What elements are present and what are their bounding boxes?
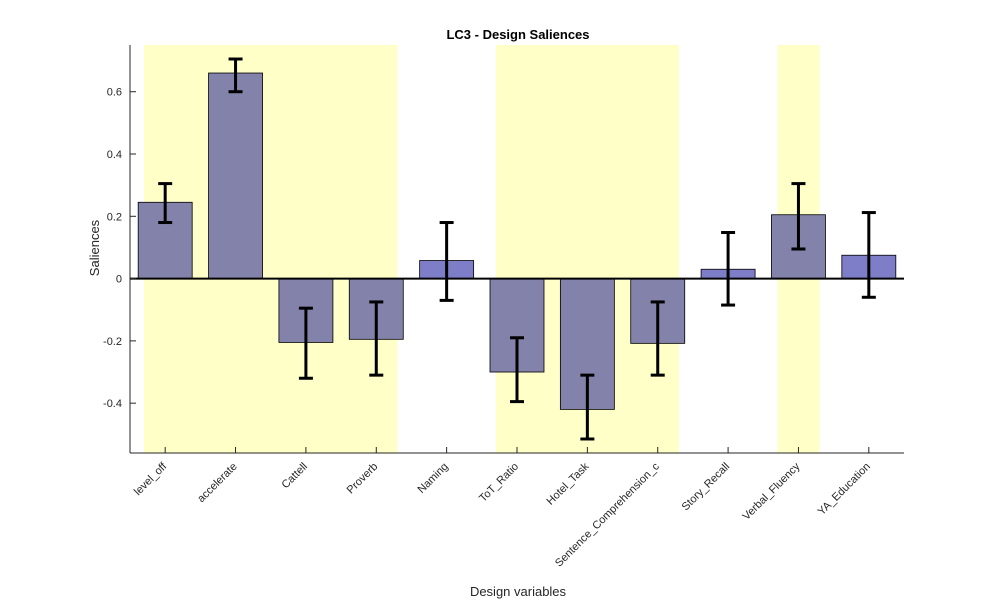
error-bar (721, 230, 736, 307)
error-bar (228, 57, 243, 94)
x-ticks: level_off accelerate Cattell Proverb Naming T… (132, 447, 873, 569)
highlight-bands (144, 45, 820, 453)
error-bar (158, 182, 173, 225)
y-tick-label: 0.4 (107, 149, 122, 161)
y-tick-label: 0.6 (107, 87, 122, 99)
error-bar (369, 300, 384, 377)
bars (137, 72, 897, 410)
error-bar (298, 306, 313, 380)
y-tick-label: 0.2 (107, 211, 122, 223)
x-tick-label: Story_Recall (680, 461, 733, 514)
error-bar (510, 336, 524, 404)
x-tick-label: Naming (415, 461, 450, 496)
x-tick-label: Proverb (345, 461, 381, 497)
x-tick-label: Cattell (279, 461, 310, 492)
chart-title: LC3 - Design Saliences (446, 27, 589, 42)
error-bar (791, 182, 806, 251)
error-bar (439, 221, 454, 302)
error-bar (861, 211, 876, 299)
error-bars (158, 57, 876, 441)
y-axis-label: Saliences (87, 219, 102, 276)
y-tick-label: -0.2 (103, 336, 122, 348)
x-tick-label: accelerate (195, 461, 239, 505)
y-ticks: -0.4 -0.2 0 0.2 0.4 0.6 (103, 87, 136, 410)
error-bar (650, 300, 665, 377)
x-tick-label: Hotel_Task (545, 460, 592, 507)
x-tick-label: YA_Education (816, 461, 873, 518)
x-tick-label: Verbal_Fluency (740, 460, 802, 522)
error-bar (580, 373, 595, 441)
y-tick-label: 0 (116, 274, 122, 286)
x-axis-label: Design variables (470, 584, 567, 599)
y-tick-label: -0.4 (103, 398, 122, 410)
bar-accelerate (208, 72, 263, 279)
x-tick-label: ToT_Ratio (477, 461, 521, 505)
x-tick-label: level_off (132, 460, 170, 498)
